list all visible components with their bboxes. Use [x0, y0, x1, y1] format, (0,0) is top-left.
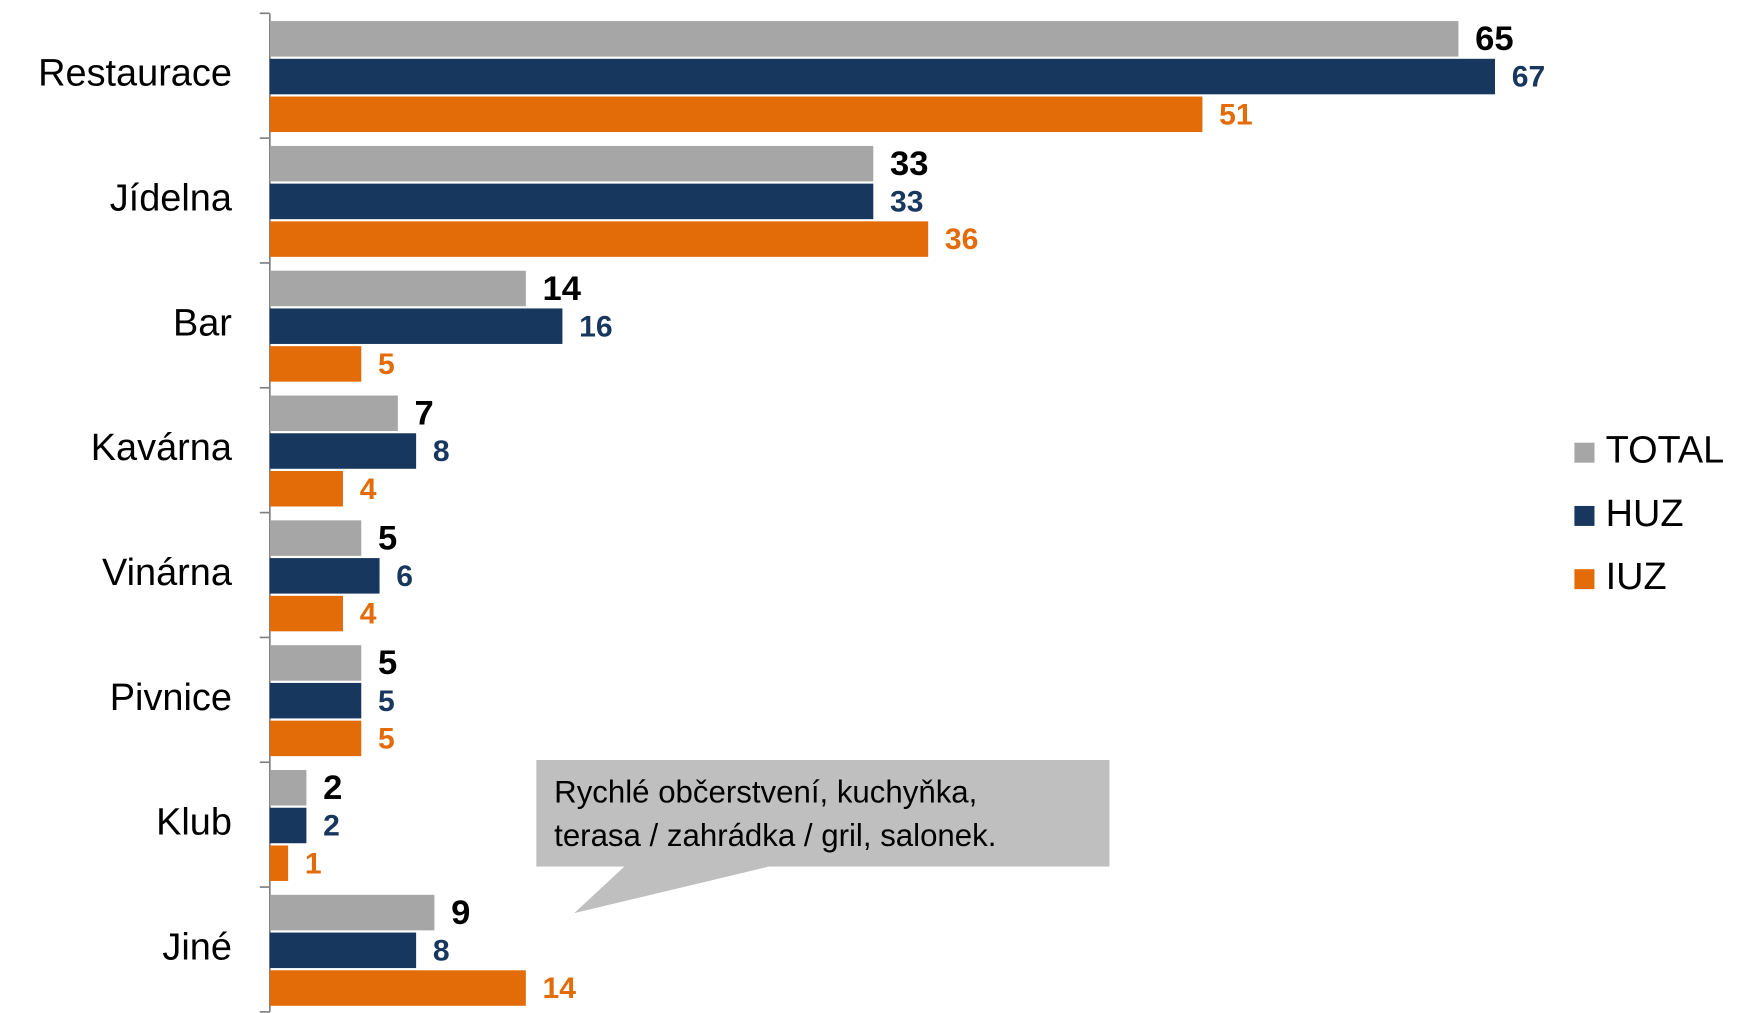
- bar: [269, 520, 362, 556]
- value-label: 5: [378, 348, 395, 381]
- bar: [269, 682, 362, 719]
- bar: [269, 221, 929, 257]
- callout-pointer: [574, 866, 770, 914]
- value-label: 4: [360, 598, 377, 631]
- category-label: Pivnice: [110, 677, 232, 719]
- value-label: 65: [1475, 20, 1513, 58]
- category-label: Vinárna: [102, 552, 233, 594]
- bar: [269, 645, 362, 681]
- value-label: 2: [323, 810, 340, 843]
- annotation-callout: Rychlé občerstvení, kuchyňka, terasa / z…: [536, 760, 1110, 914]
- value-label: 8: [433, 435, 450, 468]
- bar: [269, 96, 1203, 133]
- value-label: 5: [378, 644, 397, 682]
- value-label: 67: [1512, 61, 1545, 94]
- legend-swatch: [1574, 505, 1595, 526]
- category-label: Restaurace: [38, 53, 232, 95]
- value-label: 5: [378, 723, 395, 756]
- bar: [269, 21, 1459, 57]
- bar: [269, 270, 526, 307]
- legend-label: IUZ: [1606, 556, 1667, 598]
- bar: [269, 145, 874, 182]
- bar: [269, 845, 289, 881]
- bar: [269, 346, 362, 382]
- legend-swatch: [1574, 569, 1595, 590]
- value-label: 5: [378, 520, 397, 558]
- annotation-line: terasa / zahrádka / gril, salonek.: [554, 818, 996, 853]
- bar: [269, 595, 343, 632]
- value-label: 4: [360, 473, 377, 506]
- bar: [269, 395, 398, 432]
- value-label: 6: [396, 560, 413, 593]
- bar: [269, 770, 307, 806]
- bar: [269, 970, 526, 1006]
- bar: [269, 807, 307, 844]
- category-label: Jídelna: [110, 178, 233, 220]
- value-label: 33: [890, 145, 928, 183]
- legend-swatch: [1574, 442, 1595, 463]
- bar: [269, 894, 435, 931]
- bar: [269, 183, 874, 220]
- bar: [269, 558, 380, 594]
- value-label: 2: [323, 769, 342, 807]
- category-label: Kavárna: [91, 427, 233, 469]
- value-label: 14: [543, 270, 581, 308]
- bar: [269, 58, 1496, 95]
- legend-label: TOTAL: [1606, 430, 1725, 472]
- annotation-line: Rychlé občerstvení, kuchyňka,: [554, 775, 977, 810]
- value-label: 51: [1219, 98, 1252, 131]
- value-label: 33: [890, 186, 923, 219]
- category-label: Klub: [156, 802, 232, 844]
- category-label: Bar: [173, 302, 232, 344]
- legend-label: HUZ: [1606, 493, 1684, 535]
- bar: [269, 470, 343, 507]
- bar: [269, 932, 417, 969]
- value-label: 1: [305, 847, 322, 880]
- category-label: Jiné: [162, 927, 232, 969]
- value-label: 16: [579, 310, 612, 343]
- callout-box: [536, 760, 1110, 867]
- value-label: 14: [543, 972, 577, 1005]
- value-label: 5: [378, 685, 395, 718]
- bar: [269, 308, 563, 344]
- value-label: 8: [433, 935, 450, 968]
- value-label: 7: [415, 395, 434, 433]
- bar: [269, 720, 362, 757]
- value-label: 36: [945, 223, 978, 256]
- value-label: 9: [451, 894, 470, 932]
- bar: [269, 433, 417, 469]
